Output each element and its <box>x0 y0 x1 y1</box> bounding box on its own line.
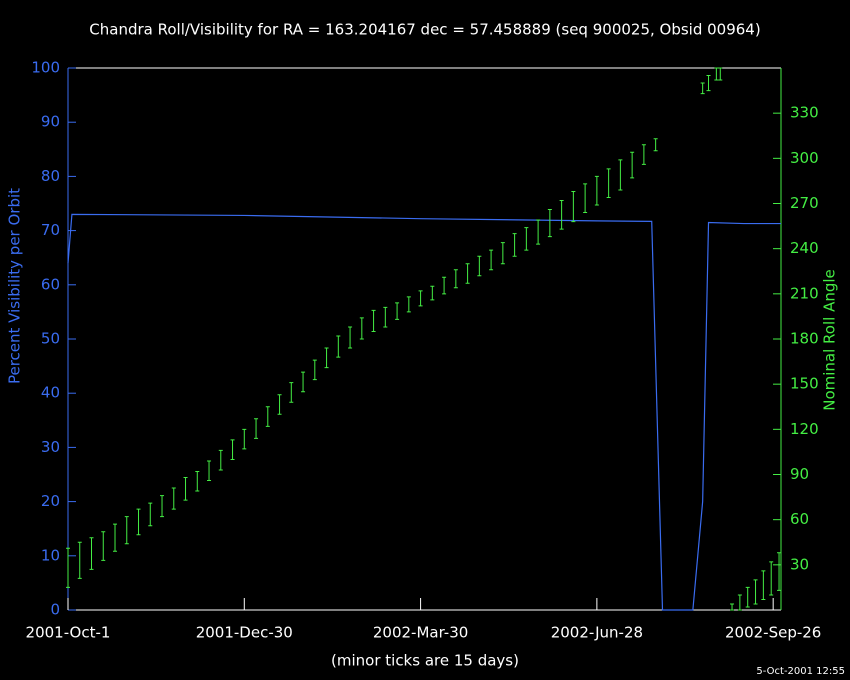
y-tick-label: 50 <box>41 330 60 348</box>
roll-range-bar <box>653 138 658 152</box>
roll-range-bar <box>512 233 517 257</box>
roll-range-bar <box>371 309 376 332</box>
y-tick-label: 0 <box>50 601 60 619</box>
y-tick-label: 30 <box>41 438 60 456</box>
roll-range-bar <box>218 449 223 471</box>
y-tick-label: 70 <box>41 221 60 239</box>
roll-range-bar <box>641 144 646 165</box>
roll-range-bar <box>453 269 458 289</box>
roll-range-bar <box>383 306 388 328</box>
roll-range-bar <box>277 394 282 415</box>
roll-range-bar <box>606 168 611 198</box>
roll-range-bar <box>700 82 705 95</box>
roll-range-bar <box>418 290 423 307</box>
y-tick-label: 80 <box>41 167 60 185</box>
roll-range-bar <box>630 151 635 179</box>
y2-tick-label: 180 <box>790 330 819 348</box>
y-tick-label: 60 <box>41 275 60 293</box>
roll-range-bar <box>289 382 294 403</box>
roll-range-bar <box>265 406 270 427</box>
roll-range-bar <box>465 263 470 284</box>
y-tick-label: 90 <box>41 113 60 131</box>
roll-range-bar <box>160 495 165 518</box>
roll-range-bar <box>524 227 529 251</box>
roll-range-bar <box>594 175 599 206</box>
y-tick-label: 10 <box>41 546 60 564</box>
y2-tick-label: 270 <box>790 194 819 212</box>
y2-tick-label: 330 <box>790 104 819 122</box>
roll-range-bar <box>183 477 188 501</box>
roll-range-bar <box>777 552 782 591</box>
roll-range-bar <box>714 67 719 81</box>
roll-range-bar <box>536 219 541 245</box>
roll-range-bar <box>171 487 176 510</box>
y2-axis-label: Nominal Roll Angle <box>821 269 839 411</box>
roll-range-bar <box>406 296 411 313</box>
roll-range-bar <box>312 359 317 381</box>
x-tick-label: 2002-Sep-26 <box>725 624 821 642</box>
y2-tick-label: 120 <box>790 420 819 438</box>
roll-range-bar <box>489 249 494 271</box>
roll-range-bar <box>761 570 766 600</box>
roll-range-bar <box>430 285 435 301</box>
roll-range-bar <box>359 317 364 340</box>
roll-range-bar <box>737 594 742 611</box>
x-axis-label: (minor ticks are 15 days) <box>331 652 519 670</box>
roll-range-bar <box>207 460 212 482</box>
y2-tick-label: 30 <box>790 555 809 573</box>
roll-range-bar <box>753 579 758 605</box>
roll-range-bar <box>730 603 735 611</box>
roll-range-bar <box>136 508 141 536</box>
roll-range-bar <box>89 537 94 570</box>
roll-range-bar <box>195 470 200 492</box>
y2-tick-label: 150 <box>790 375 819 393</box>
roll-range-bar <box>477 255 482 277</box>
roll-range-bar <box>500 242 505 265</box>
roll-range-bar <box>324 347 329 369</box>
roll-range-bar <box>66 547 70 588</box>
y2-tick-label: 240 <box>790 239 819 257</box>
roll-range-bar <box>348 326 353 349</box>
roll-range-bar <box>395 302 400 320</box>
roll-range-bar <box>706 75 711 92</box>
roll-range-bar <box>242 428 247 450</box>
roll-range-bar <box>442 276 447 295</box>
roll-range-bar <box>618 159 623 191</box>
roll-range-bar <box>148 502 153 527</box>
roll-range-bar <box>254 418 259 439</box>
roll-range-bar <box>336 335 341 358</box>
y2-tick-label: 300 <box>790 149 819 167</box>
roll-range-bar <box>559 199 564 230</box>
y2-tick-label: 90 <box>790 465 809 483</box>
chart-title: Chandra Roll/Visibility for RA = 163.204… <box>89 21 760 39</box>
x-tick-label: 2002-Mar-30 <box>373 624 468 642</box>
timestamp: 5-Oct-2001 12:55 <box>756 666 845 677</box>
y-axis-label: Percent Visibility per Orbit <box>6 188 24 384</box>
roll-range-bar <box>301 371 306 393</box>
x-tick-label: 2002-Jun-28 <box>551 624 643 642</box>
roll-range-bar <box>718 67 723 81</box>
roll-range-bar <box>124 516 129 545</box>
roll-range-bar <box>113 523 118 552</box>
roll-range-bar <box>230 439 235 460</box>
roll-range-bar <box>101 531 106 561</box>
roll-range-bar <box>745 586 750 608</box>
roll-range-bar <box>547 209 552 238</box>
y-tick-label: 100 <box>31 59 60 77</box>
roll-range-bar <box>583 183 588 214</box>
roll-range-bar <box>77 541 82 579</box>
y-tick-label: 40 <box>41 384 60 402</box>
roll-range-bar <box>769 561 774 596</box>
y-tick-label: 20 <box>41 492 60 510</box>
y2-tick-label: 60 <box>790 510 809 528</box>
y2-tick-label: 210 <box>790 284 819 302</box>
x-tick-label: 2001-Dec-30 <box>196 624 293 642</box>
roll-range-bar <box>571 190 576 223</box>
x-tick-label: 2001-Oct-1 <box>26 624 111 642</box>
visibility-line <box>67 213 781 611</box>
